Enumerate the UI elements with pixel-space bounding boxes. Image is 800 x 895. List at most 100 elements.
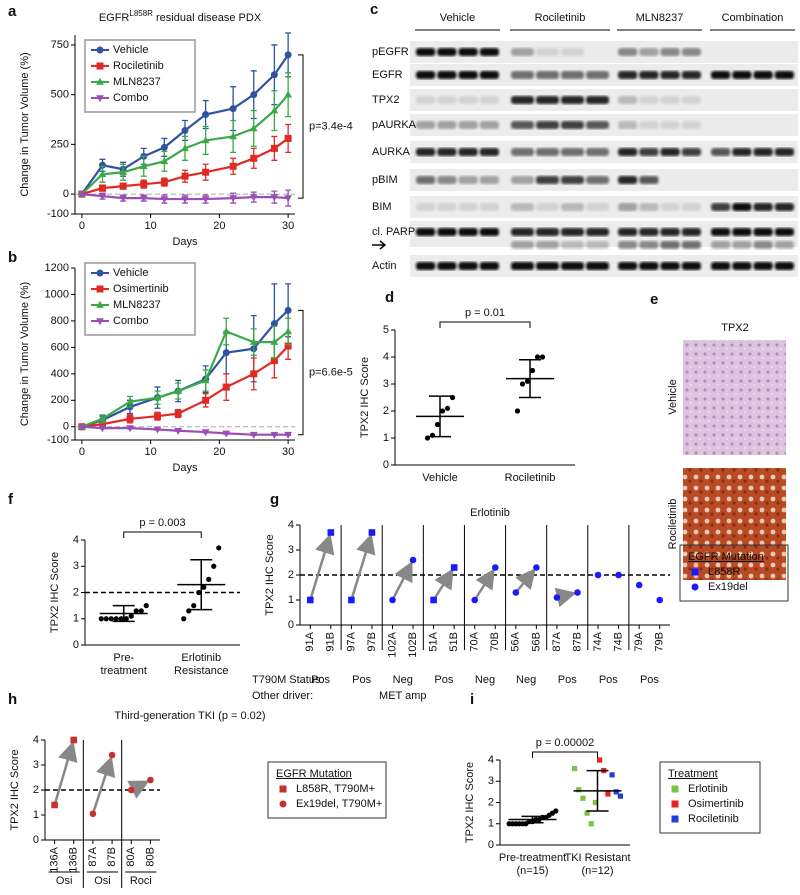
blot-band [618, 241, 638, 249]
blot-band [618, 96, 638, 104]
significance-bracket [532, 751, 598, 758]
x-tick-label: 51B [448, 632, 460, 652]
marker [96, 318, 104, 326]
marker [174, 410, 182, 418]
blot-band [536, 241, 559, 249]
blot-band [660, 96, 680, 104]
blot-band [618, 48, 638, 56]
y-tick-label: 4 [288, 519, 294, 531]
change-arrow [91, 755, 116, 815]
marker [691, 583, 699, 591]
sd-whisker [112, 604, 135, 623]
ihc-image [683, 340, 786, 455]
blot-band [618, 121, 638, 129]
blot-band [639, 203, 659, 211]
y-tick-label: 3 [383, 378, 389, 390]
blot-band [511, 203, 534, 211]
marker [99, 161, 106, 169]
blot-band [681, 121, 701, 129]
marker [222, 430, 231, 438]
blot-band [753, 228, 773, 236]
blot-band [639, 228, 659, 236]
status-label: Pos [434, 674, 453, 686]
significance-bracket [298, 309, 304, 436]
x-tick-label: (n=12) [581, 865, 613, 877]
blot-band [681, 262, 701, 270]
y-tick-label: 500 [51, 89, 69, 101]
panel-label: c [370, 1, 378, 18]
x-tick-label: Pre-treatment [499, 852, 566, 864]
marker [270, 357, 278, 365]
annotation: p = 0.01 [465, 307, 505, 319]
blot-band [416, 203, 436, 211]
y-tick-label: 5 [383, 324, 389, 336]
legend-title: EGFR Mutation [276, 768, 352, 780]
row-label: T790M Status: [252, 674, 324, 686]
blot-band [437, 203, 457, 211]
blot-band [660, 262, 680, 270]
marker [181, 126, 189, 134]
x-tick-label: 56A [510, 631, 522, 651]
marker [139, 195, 148, 203]
marker [613, 789, 619, 795]
marker [99, 184, 106, 192]
panel-label: e [650, 291, 658, 308]
marker [449, 394, 456, 401]
y-tick-label: 0 [33, 834, 39, 846]
blot-band [586, 96, 609, 104]
y-tick-label: 1000 [45, 288, 69, 300]
legend-label: L858R, T790M+ [296, 783, 375, 795]
y-tick-label: 0 [73, 639, 79, 651]
ihc-image [683, 468, 786, 580]
marker [249, 431, 258, 439]
marker [588, 821, 594, 827]
marker [98, 414, 107, 422]
y-tick-label: 4 [383, 351, 389, 363]
panel-label: b [8, 249, 17, 266]
marker [98, 193, 107, 201]
blot-band [732, 228, 752, 236]
blot-band [586, 148, 609, 156]
change-arrow [432, 568, 454, 601]
blot-band [618, 228, 638, 236]
blot-band [561, 228, 584, 236]
marker [153, 426, 162, 434]
y-tick-label: 1 [73, 613, 79, 625]
marker [691, 568, 699, 576]
marker [409, 556, 417, 564]
sd-whisker [519, 358, 541, 399]
blot-band [586, 71, 609, 79]
y-tick-label: 600 [51, 341, 69, 353]
blot-band [732, 262, 752, 270]
significance-bracket [123, 531, 202, 538]
blot-band [618, 176, 638, 184]
blot-band [660, 148, 680, 156]
blot-band [681, 96, 701, 104]
blot-band [511, 148, 534, 156]
legend-label: Ex19del, T790M+ [296, 798, 382, 810]
marker [512, 589, 520, 596]
blot-band [511, 71, 534, 79]
marker [671, 800, 679, 808]
blot-row-label: pAURKA [372, 119, 417, 131]
x-tick-label: 74B [613, 632, 625, 652]
blot-band [681, 48, 701, 56]
legend-label: Vehicle [113, 44, 148, 56]
marker [270, 337, 279, 345]
blot-band [437, 228, 457, 236]
marker [126, 397, 134, 405]
blot-band [681, 241, 701, 249]
marker [576, 787, 582, 793]
annotation: p = 0.00002 [536, 737, 594, 749]
group-label: Osi [94, 875, 111, 887]
marker [181, 144, 189, 152]
blot-band [753, 262, 773, 270]
marker [571, 765, 578, 772]
marker [201, 136, 210, 144]
marker [574, 589, 581, 596]
blot-band [753, 241, 773, 249]
marker [147, 776, 154, 784]
blot-band [479, 262, 499, 270]
blot-band [458, 228, 478, 236]
y-tick-label: -100 [47, 434, 69, 446]
